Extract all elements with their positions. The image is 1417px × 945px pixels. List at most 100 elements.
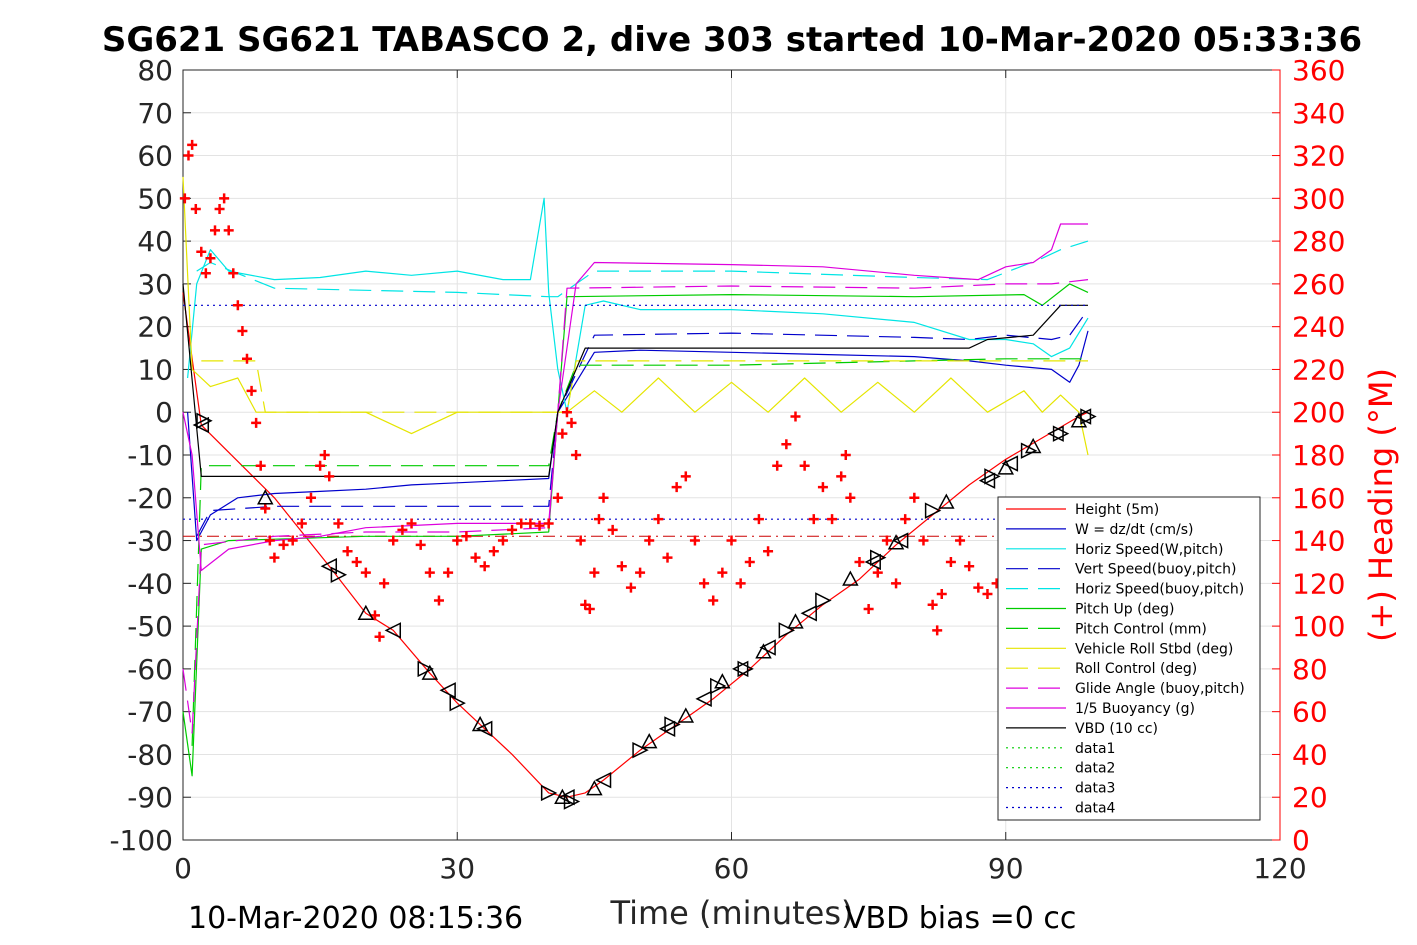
y-left-tick-label: -70 — [127, 696, 173, 729]
legend-label-7: Vehicle Roll Stbd (deg) — [1075, 641, 1233, 657]
y-left-tick-label: -100 — [109, 824, 173, 857]
heading-point — [689, 535, 700, 546]
dive-marker — [417, 660, 434, 678]
heading-point — [571, 450, 582, 460]
series-line-10 — [182, 223, 1088, 572]
heading-point — [790, 411, 801, 422]
heading-point — [598, 492, 609, 503]
series-line-8 — [201, 360, 1088, 413]
heading-point — [209, 225, 220, 236]
y-right-tick-label: 40 — [1292, 738, 1328, 771]
dive-marker — [924, 502, 942, 519]
heading-point — [461, 531, 472, 542]
heading-point — [190, 204, 201, 215]
heading-point — [415, 539, 426, 550]
heading-point — [927, 599, 938, 610]
heading-point — [932, 625, 943, 636]
heading-point — [342, 546, 353, 557]
legend-box — [997, 496, 1261, 821]
y-left-tick-label: -90 — [127, 781, 173, 814]
heading-point — [187, 139, 198, 150]
legend-label-4: Horiz Speed(buoy,pitch) — [1075, 582, 1244, 598]
footer-timestamp: 10-Mar-2020 08:15:36 — [188, 901, 523, 936]
heading-point — [982, 589, 993, 600]
heading-point — [699, 578, 710, 589]
dive-marker — [778, 622, 796, 639]
dive-marker — [1052, 425, 1070, 442]
x-tick-label: 0 — [174, 852, 192, 885]
dive-marker-layer — [192, 408, 1097, 810]
heading-point — [662, 552, 673, 563]
y-left-tick-label: -80 — [127, 738, 173, 771]
x-tick-label: 60 — [714, 852, 750, 885]
heading-point — [552, 492, 563, 503]
heading-point — [305, 492, 316, 503]
heading-point — [543, 518, 554, 529]
legend-label-13: data2 — [1075, 761, 1115, 777]
y-left-tick-label: 80 — [137, 54, 173, 87]
heading-point — [397, 524, 408, 535]
heading-point — [360, 567, 371, 578]
dive-marker — [737, 660, 754, 678]
heading-point — [671, 482, 682, 493]
heading-point — [616, 561, 627, 572]
heading-point — [179, 193, 190, 204]
dive-marker — [558, 789, 575, 806]
heading-point — [872, 567, 883, 578]
heading-point — [891, 578, 902, 589]
dive-marker — [1047, 425, 1064, 442]
y-right-tick-label: 300 — [1292, 182, 1345, 215]
heading-point — [881, 535, 892, 546]
heading-point — [644, 535, 655, 546]
y-right-tick-label: 140 — [1292, 525, 1345, 558]
heading-point — [269, 552, 280, 563]
heading-point — [589, 567, 600, 578]
legend-label-10: 1/5 Buoyancy (g) — [1075, 701, 1195, 717]
y-left-tick-label: 40 — [137, 225, 173, 258]
dive-marker — [449, 694, 466, 712]
heading-point — [955, 535, 966, 546]
y-left-tick-label: 0 — [155, 396, 173, 429]
y-left-tick-label: -10 — [127, 439, 173, 472]
dive-marker — [594, 771, 612, 789]
legend-label-3: Vert Speed(buoy,pitch) — [1075, 562, 1237, 578]
heading-point — [817, 482, 828, 493]
legend-label-12: data1 — [1075, 741, 1115, 757]
heading-point — [406, 518, 417, 529]
dive-marker — [1080, 408, 1097, 425]
y-left-tick-label: -60 — [127, 653, 173, 686]
heading-point — [424, 567, 435, 578]
y-right-tick-label: 240 — [1292, 311, 1345, 344]
heading-point — [369, 610, 380, 621]
dive-marker — [257, 489, 274, 505]
y-right-tick-label: 280 — [1292, 225, 1345, 258]
dive-marker — [978, 472, 996, 489]
legend-label-5: Pitch Up (deg) — [1075, 602, 1174, 618]
heading-point — [744, 556, 755, 567]
heading-point — [845, 492, 856, 503]
series-line-0 — [182, 292, 1089, 798]
heading-point — [260, 503, 271, 514]
heading-point — [228, 268, 239, 279]
heading-point — [726, 535, 737, 546]
dive-marker — [1001, 455, 1019, 472]
axis-ticks: 0 30 60 90 12080706050403020100-10-20-30-40-… — [109, 54, 1345, 885]
heading-point — [584, 604, 595, 614]
y-left-tick-label: 10 — [137, 353, 173, 386]
heading-point — [183, 150, 194, 161]
heading-point — [196, 246, 207, 257]
y-left-tick-label: 30 — [137, 268, 173, 301]
dive-marker — [800, 605, 817, 622]
x-tick-label: 90 — [988, 852, 1024, 885]
dive-marker — [658, 720, 676, 737]
heading-point — [497, 535, 508, 546]
y-right-tick-label: 220 — [1292, 353, 1345, 386]
y-right-tick-label: 340 — [1292, 97, 1345, 130]
right-axis-label: (+) Heading (°M) — [1362, 368, 1400, 642]
heading-point — [717, 567, 728, 578]
heading-point — [516, 518, 527, 529]
dive-marker — [664, 716, 681, 733]
series-layer — [182, 176, 1089, 798]
heading-point — [918, 535, 929, 546]
